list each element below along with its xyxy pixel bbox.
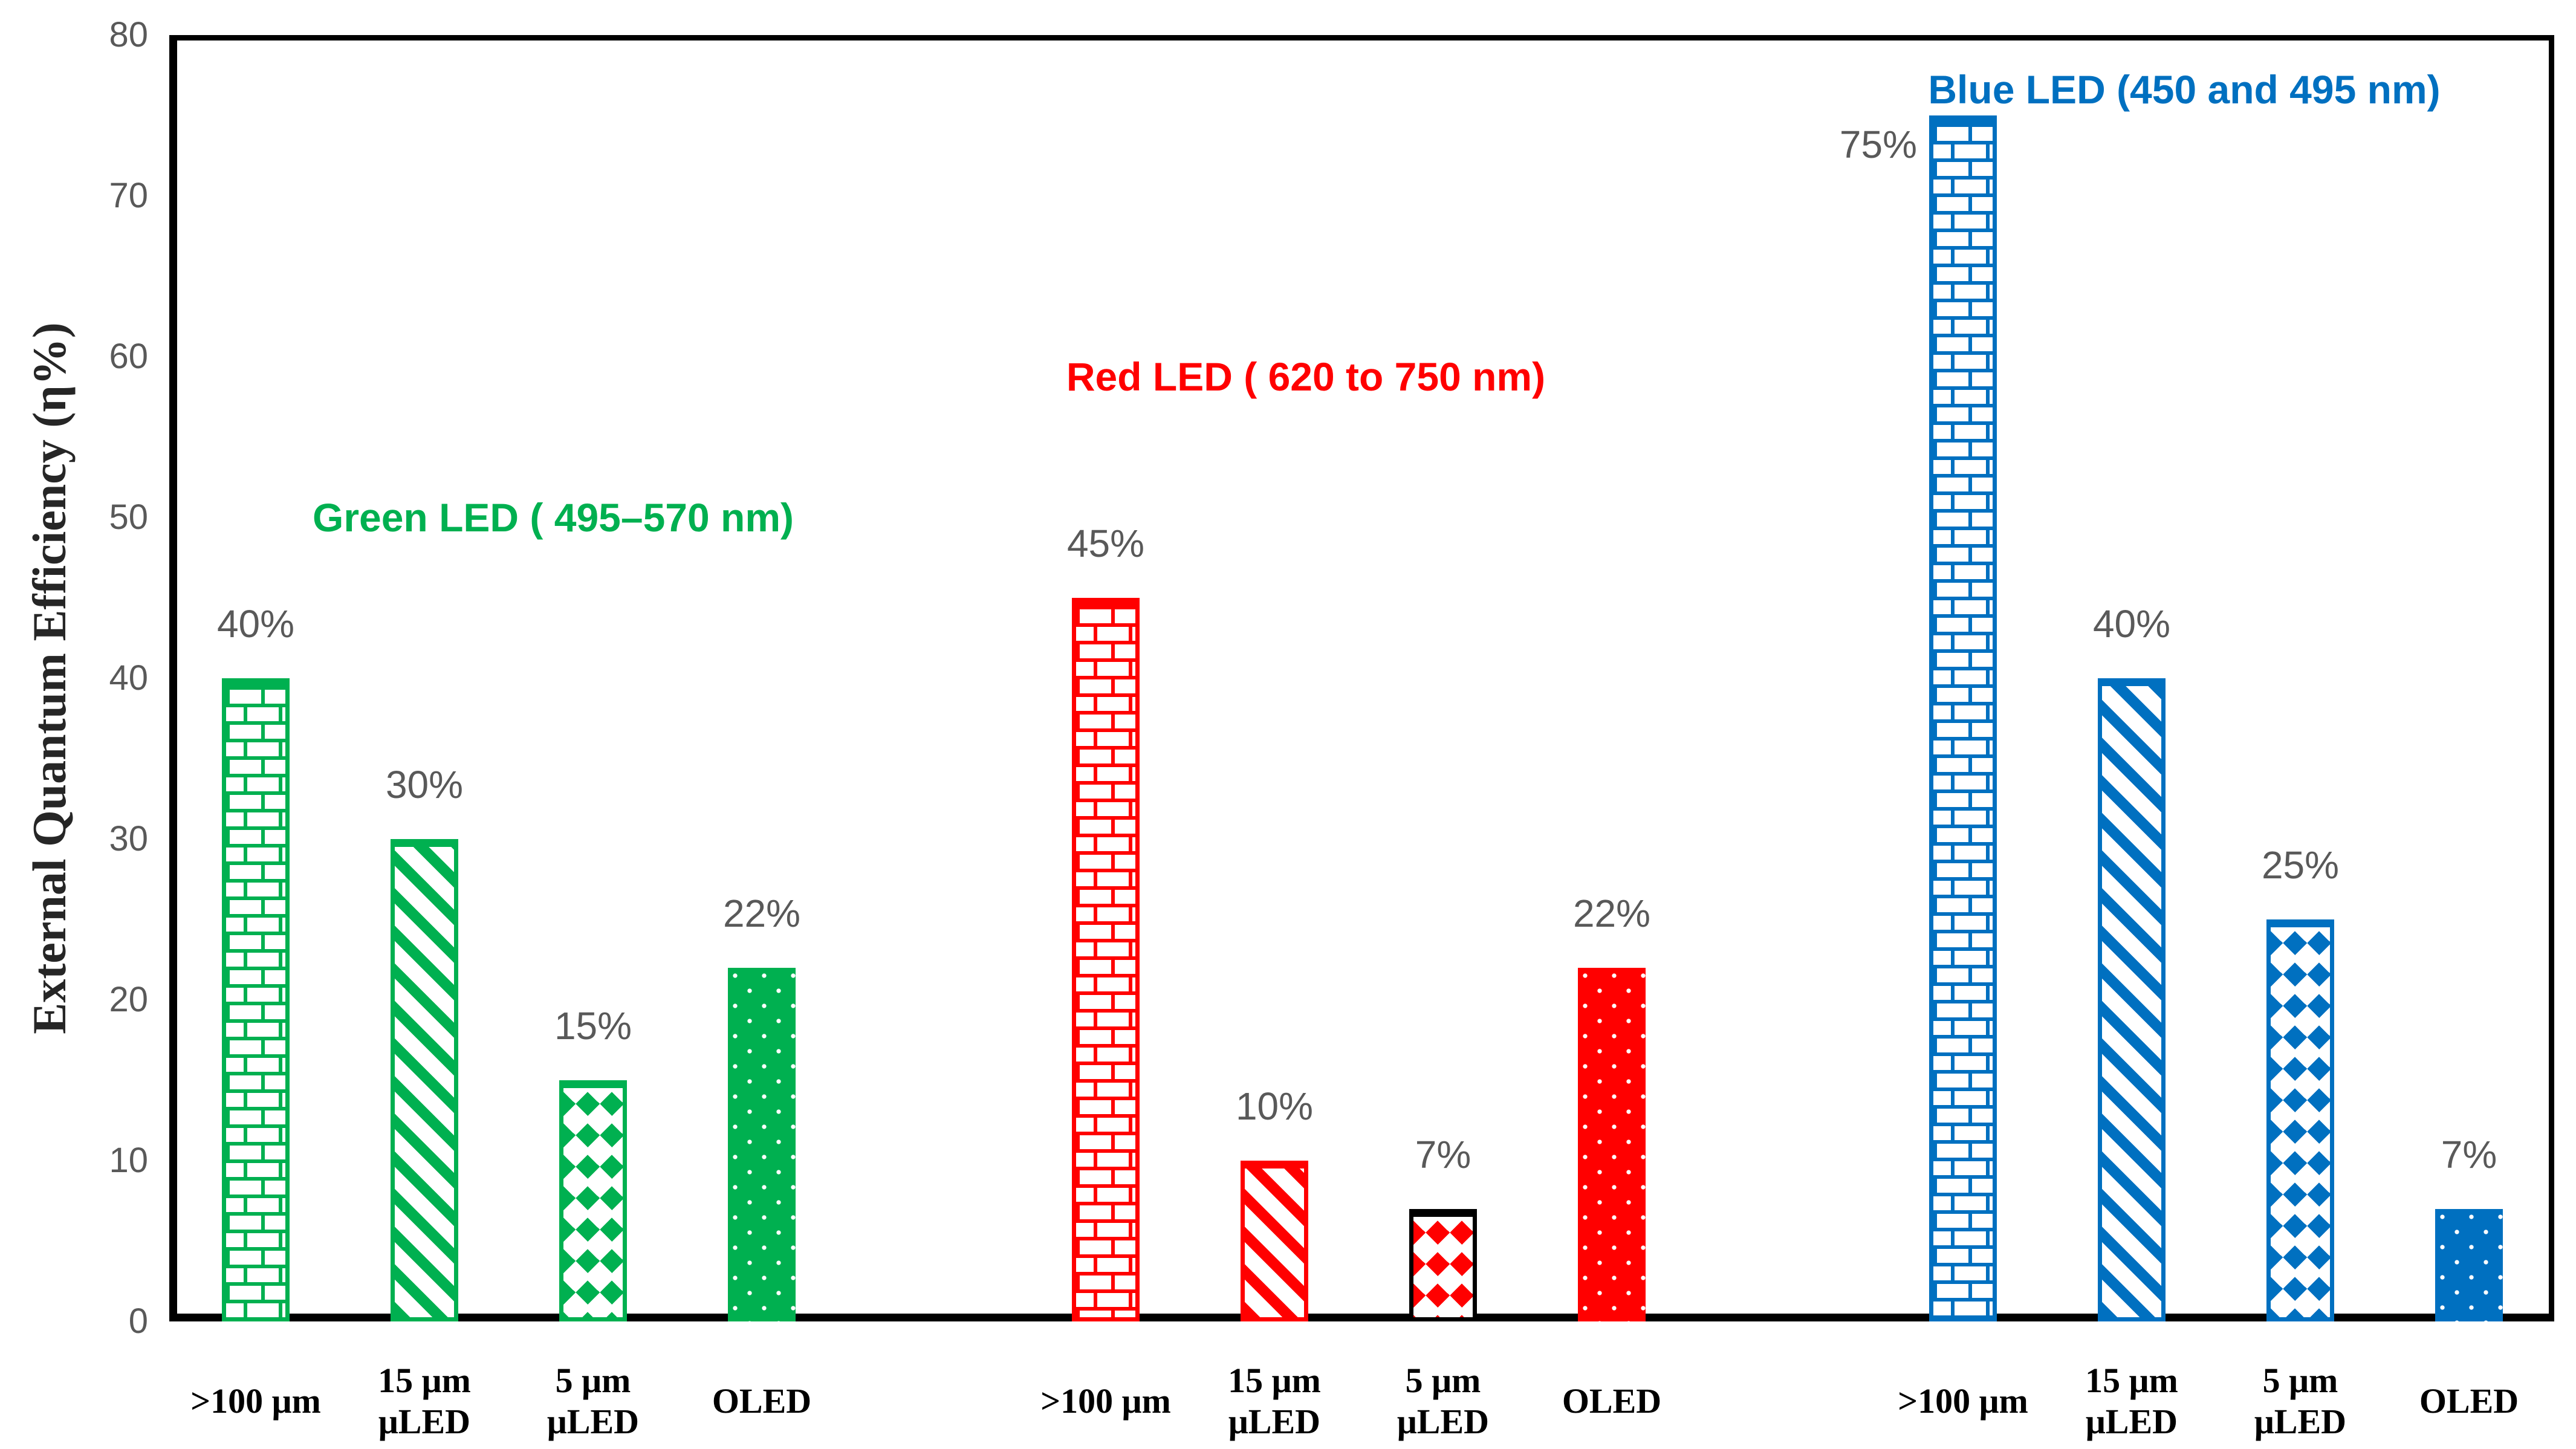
y-tick-30: 30 xyxy=(109,819,148,858)
x-label-line: 5 μm xyxy=(555,1360,631,1400)
x-label-line: 15 μm xyxy=(2085,1360,2178,1400)
data-label-blue-5um: 25% xyxy=(2261,843,2340,887)
data-label-green-15um: 30% xyxy=(385,763,464,806)
x-label-red-5um: 5 μm μLED xyxy=(1352,1351,1534,1449)
x-label-line: μLED xyxy=(378,1401,471,1441)
y-tick-0: 0 xyxy=(128,1302,148,1341)
series-title-green: Green LED ( 495–570 nm) xyxy=(313,495,794,540)
x-label-line: μLED xyxy=(1397,1401,1490,1441)
x-label-red-15um: 15 μm μLED xyxy=(1184,1351,1365,1449)
bar-green-15um xyxy=(391,839,458,1321)
bar-red-gt100um xyxy=(1072,598,1140,1321)
data-label-red-15um: 10% xyxy=(1235,1084,1314,1128)
x-label-green-oled: OLED xyxy=(671,1351,852,1449)
data-label-green-oled: 22% xyxy=(722,892,801,935)
x-label-line: μLED xyxy=(547,1401,640,1441)
bar-red-15um xyxy=(1241,1161,1308,1321)
y-tick-60: 60 xyxy=(109,337,148,376)
x-label-red-gt100um: >100 μm xyxy=(1015,1351,1196,1449)
data-label-green-5um: 15% xyxy=(554,1004,632,1048)
bar-blue-15um xyxy=(2098,678,2166,1321)
x-label-blue-oled: OLED xyxy=(2378,1351,2560,1449)
x-label-blue-5um: 5 μm μLED xyxy=(2210,1351,2391,1449)
y-tick-50: 50 xyxy=(109,498,148,537)
y-tick-70: 70 xyxy=(109,176,148,215)
x-label-green-15um: 15 μm μLED xyxy=(334,1351,515,1449)
data-label-red-oled: 22% xyxy=(1572,892,1651,935)
x-label-blue-gt100um: >100 μm xyxy=(1872,1351,2054,1449)
data-label-blue-15um: 40% xyxy=(2092,602,2171,646)
bar-green-gt100um xyxy=(222,678,290,1321)
data-label-blue-gt100um: 75% xyxy=(1839,123,1917,166)
x-label-line: 15 μm xyxy=(1228,1360,1321,1400)
series-title-red: Red LED ( 620 to 750 nm) xyxy=(1066,354,1546,399)
data-label-red-5um: 7% xyxy=(1415,1133,1471,1176)
y-tick-80: 80 xyxy=(109,15,148,54)
x-label-line: μLED xyxy=(2254,1401,2347,1441)
x-label-green-5um: 5 μm μLED xyxy=(502,1351,684,1449)
bar-green-oled xyxy=(728,968,796,1321)
x-label-line: OLED xyxy=(712,1381,812,1421)
y-tick-20: 20 xyxy=(109,980,148,1019)
x-label-line: >100 μm xyxy=(1040,1381,1171,1421)
x-label-line: 5 μm xyxy=(2262,1360,2338,1400)
y-tick-40: 40 xyxy=(109,658,148,698)
x-label-green-gt100um: >100 μm xyxy=(165,1351,346,1449)
y-tick-10: 10 xyxy=(109,1141,148,1180)
bar-blue-oled xyxy=(2435,1209,2503,1321)
bar-green-5um xyxy=(559,1080,627,1321)
x-label-line: 5 μm xyxy=(1405,1360,1481,1400)
bar-red-oled xyxy=(1578,968,1646,1321)
x-label-line: OLED xyxy=(1562,1381,1662,1421)
data-label-blue-oled: 7% xyxy=(2441,1133,2497,1176)
x-label-line: μLED xyxy=(2085,1401,2178,1441)
x-label-line: OLED xyxy=(2419,1381,2519,1421)
data-label-green-gt100um: 40% xyxy=(216,602,295,646)
x-label-line: 15 μm xyxy=(378,1360,471,1400)
x-label-line: >100 μm xyxy=(190,1381,321,1421)
x-label-red-oled: OLED xyxy=(1521,1351,1702,1449)
x-label-blue-15um: 15 μm μLED xyxy=(2041,1351,2222,1449)
bar-blue-5um xyxy=(2266,919,2334,1321)
data-label-red-gt100um: 45% xyxy=(1066,522,1145,565)
bar-red-5um xyxy=(1409,1209,1477,1321)
series-title-blue: Blue LED (450 and 495 nm) xyxy=(1928,67,2441,112)
bar-blue-gt100um xyxy=(1929,115,1997,1321)
x-label-line: >100 μm xyxy=(1898,1381,2028,1421)
x-label-line: μLED xyxy=(1228,1401,1321,1441)
